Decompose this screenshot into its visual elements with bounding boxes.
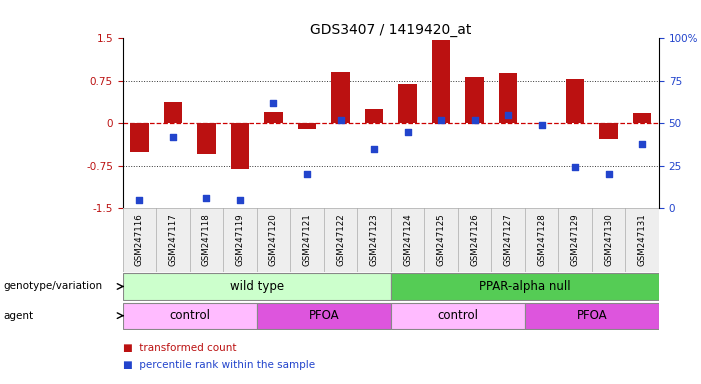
Text: GSM247129: GSM247129 [571, 213, 580, 266]
Point [201, 195, 212, 201]
Text: GSM247124: GSM247124 [403, 213, 412, 266]
Point [503, 112, 514, 118]
Point [569, 164, 580, 170]
Point [268, 100, 279, 106]
Point [603, 171, 614, 177]
Point [234, 197, 245, 203]
Text: GSM247127: GSM247127 [503, 213, 512, 266]
Text: GSM247122: GSM247122 [336, 213, 345, 266]
Text: GSM247128: GSM247128 [537, 213, 546, 266]
Point [402, 129, 413, 135]
Text: GSM247119: GSM247119 [236, 213, 245, 266]
Point [435, 117, 447, 123]
Bar [391, 303, 525, 329]
Bar [465, 77, 484, 123]
Bar [298, 123, 316, 129]
Bar [398, 84, 417, 123]
Bar [257, 303, 391, 329]
Bar [123, 273, 391, 300]
Text: GSM247117: GSM247117 [168, 213, 177, 266]
Text: GSM247120: GSM247120 [269, 213, 278, 266]
Text: PFOA: PFOA [577, 309, 607, 322]
Point [369, 146, 380, 152]
Bar [197, 123, 216, 154]
Bar [599, 123, 618, 139]
Title: GDS3407 / 1419420_at: GDS3407 / 1419420_at [310, 23, 472, 37]
Point [469, 117, 480, 123]
Point [637, 141, 648, 147]
Bar [391, 273, 659, 300]
Bar [332, 72, 350, 123]
Text: GSM247123: GSM247123 [369, 213, 379, 266]
Bar [164, 102, 182, 123]
Text: GSM247121: GSM247121 [303, 213, 311, 266]
Bar [499, 73, 517, 123]
Text: GSM247118: GSM247118 [202, 213, 211, 266]
Text: control: control [437, 309, 478, 322]
Bar [566, 79, 585, 123]
Bar [633, 113, 651, 123]
Bar [432, 40, 450, 123]
Text: genotype/variation: genotype/variation [4, 281, 102, 291]
Text: PFOA: PFOA [308, 309, 339, 322]
Bar [365, 109, 383, 123]
Text: GSM247125: GSM247125 [437, 213, 446, 266]
Point [335, 117, 346, 123]
Text: wild type: wild type [230, 280, 284, 293]
Text: agent: agent [4, 311, 34, 321]
Text: GSM247131: GSM247131 [638, 213, 647, 266]
Text: GSM247126: GSM247126 [470, 213, 479, 266]
Bar [525, 303, 659, 329]
Text: GSM247116: GSM247116 [135, 213, 144, 266]
Point [134, 197, 145, 203]
Text: control: control [169, 309, 210, 322]
Bar [264, 112, 283, 123]
Text: GSM247130: GSM247130 [604, 213, 613, 266]
Bar [130, 123, 149, 152]
Point [536, 122, 547, 128]
Bar [123, 303, 257, 329]
Point [301, 171, 313, 177]
Bar [231, 123, 249, 169]
Point [168, 134, 179, 140]
Text: ■  percentile rank within the sample: ■ percentile rank within the sample [123, 360, 315, 370]
Text: ■  transformed count: ■ transformed count [123, 343, 236, 353]
Text: PPAR-alpha null: PPAR-alpha null [479, 280, 571, 293]
